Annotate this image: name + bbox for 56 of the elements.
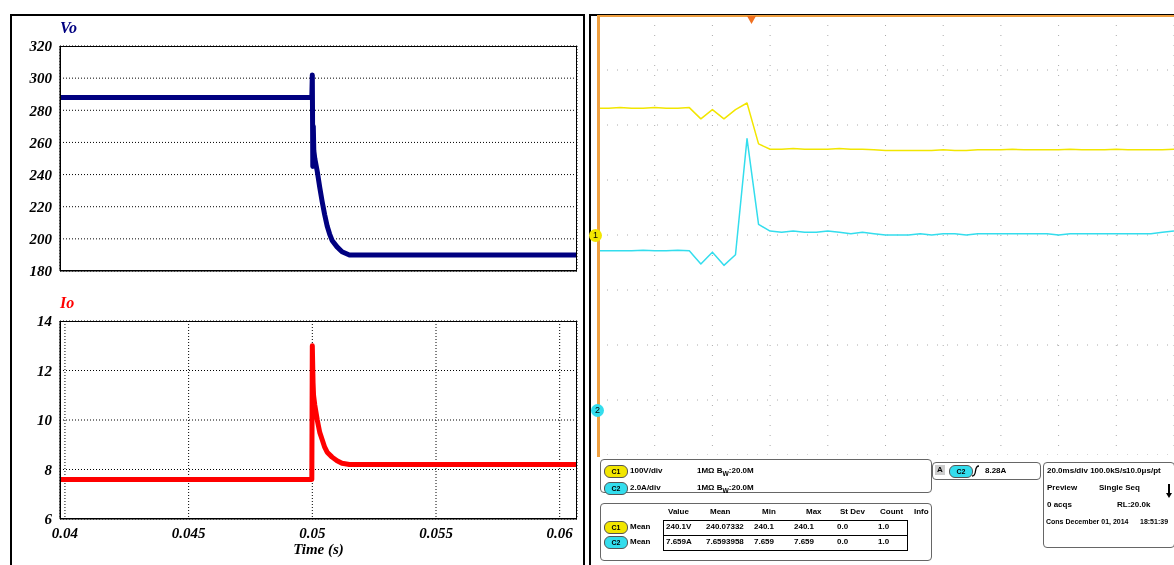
x-axis-title: Time (s)	[292, 541, 345, 558]
text: A	[935, 465, 945, 475]
text: 1MΩ B$_{W}$:20.0M	[697, 483, 754, 496]
y-tick-label: 320	[28, 38, 53, 55]
y-tick-label: 180	[29, 263, 53, 280]
text: 7.659	[794, 537, 815, 547]
text: 0.0	[837, 522, 849, 532]
x-tick-label: 0.06	[546, 524, 574, 541]
text: 240.1	[754, 522, 775, 532]
chart-title: Vo	[60, 19, 77, 37]
text: Info	[914, 507, 929, 517]
annotation: 1	[589, 229, 602, 242]
text: St Dev	[840, 507, 865, 517]
text: 240.1V	[666, 522, 692, 532]
y-tick-label: 280	[28, 102, 53, 119]
x-tick-label: 0.05	[299, 524, 326, 541]
text: 20.0ms/div 100.0kS/s	[1047, 466, 1127, 476]
text: Max	[806, 507, 822, 517]
text: 0.0	[837, 537, 849, 547]
text: Min	[762, 507, 776, 517]
text: Single Seq	[1099, 483, 1140, 493]
text: 7.659	[754, 537, 775, 547]
text: 0 acqs	[1047, 500, 1072, 510]
y-tick-label: 260	[28, 134, 53, 151]
chart-title: Io	[60, 294, 75, 312]
text: 8.28A	[985, 466, 1007, 476]
text: 240.07332	[706, 522, 744, 532]
x-tick-label: 0.045	[171, 524, 207, 541]
text: 1MΩ B$_{W}$:20.0M	[697, 466, 754, 479]
y-tick-label: 12	[37, 362, 53, 379]
text: 1.0	[878, 522, 890, 532]
text: 10.0μs/pt	[1126, 466, 1161, 476]
text: 7.6593958	[706, 537, 744, 547]
y-tick-label: 6	[44, 511, 53, 528]
y-tick-label: 8	[44, 461, 53, 478]
text: 240.1	[794, 522, 815, 532]
text: Mean	[630, 522, 651, 532]
text: Preview	[1047, 483, 1078, 493]
text: 7.659A	[666, 537, 692, 547]
y-tick-label: 200	[28, 231, 53, 248]
text: 2.0A/div	[630, 483, 661, 493]
text: 2	[591, 404, 604, 417]
y-tick-label: 220	[28, 199, 53, 216]
text: 1.0	[878, 537, 890, 547]
x-tick-label: 0.04	[51, 524, 79, 541]
y-tick-label: 300	[28, 70, 53, 87]
y-tick-label: 240	[28, 166, 53, 183]
y-tick-label: 14	[37, 313, 53, 330]
text: Count	[880, 507, 904, 517]
y-tick-label: 10	[37, 412, 53, 429]
text: Value	[668, 507, 689, 517]
text: Mean	[710, 507, 731, 517]
text: 100V/div	[630, 466, 663, 476]
x-tick-label: 0.055	[419, 524, 454, 541]
text: RL:20.0k	[1117, 500, 1151, 510]
text: Mean	[630, 537, 651, 547]
